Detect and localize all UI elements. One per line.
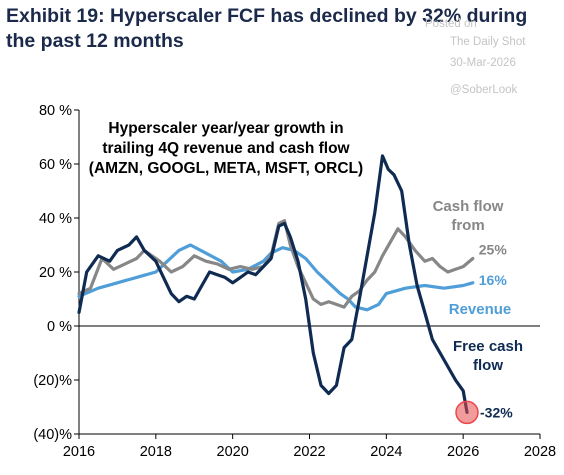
end-label-revenue: 16%	[479, 272, 508, 288]
y-tick-label: (20)%	[33, 373, 72, 389]
y-tick-label: 20 %	[39, 265, 72, 281]
chart-title-line: trailing 4Q revenue and cash flow	[102, 140, 350, 157]
x-tick-label: 2026	[447, 444, 479, 460]
exhibit-title: Exhibit 19: Hyperscaler FCF has declined…	[6, 5, 528, 52]
chart-title-line: (AMZN, GOOGL, META, MSFT, ORCL)	[89, 160, 363, 177]
y-tick-label: 80 %	[39, 103, 72, 119]
series-line-revenue	[77, 243, 475, 312]
legend-free-cash-flow: flow	[473, 357, 503, 374]
series-line-free-cash-flow	[77, 154, 469, 414]
legend-revenue: Revenue	[449, 301, 512, 318]
x-tick-label: 2020	[217, 444, 249, 460]
watermark-posted-on: Posted on	[425, 18, 477, 30]
chart-title-line: Hyperscaler year/year growth in	[108, 120, 343, 137]
y-tick-label: 0 %	[47, 319, 72, 335]
watermark-source: The Daily Shot	[450, 36, 526, 48]
series-lines	[77, 154, 479, 425]
end-label-cash-flow: 25%	[479, 242, 508, 258]
legend-cash-flow: from	[451, 217, 484, 234]
x-tick-label: 2024	[370, 444, 402, 460]
y-tick-label: 40 %	[39, 211, 72, 227]
y-tick-label: 60 %	[39, 157, 72, 173]
watermark-handle: @SoberLook	[450, 84, 518, 96]
x-tick-label: 2028	[524, 444, 556, 460]
y-tick-label: (40)%	[33, 427, 72, 443]
x-tick-label: 2018	[140, 444, 172, 460]
end-point-marker	[455, 400, 479, 425]
chart-labels: Hyperscaler year/year growth in trailing …	[89, 120, 523, 420]
watermark-date: 30-Mar-2026	[450, 57, 516, 69]
legend-cash-flow: Cash flow	[433, 198, 504, 215]
x-tick-label: 2022	[293, 444, 325, 460]
x-tick-label: 2016	[63, 444, 95, 460]
legend-free-cash-flow: Free cash	[453, 338, 523, 355]
end-label-free-cash-flow: -32%	[480, 404, 513, 420]
